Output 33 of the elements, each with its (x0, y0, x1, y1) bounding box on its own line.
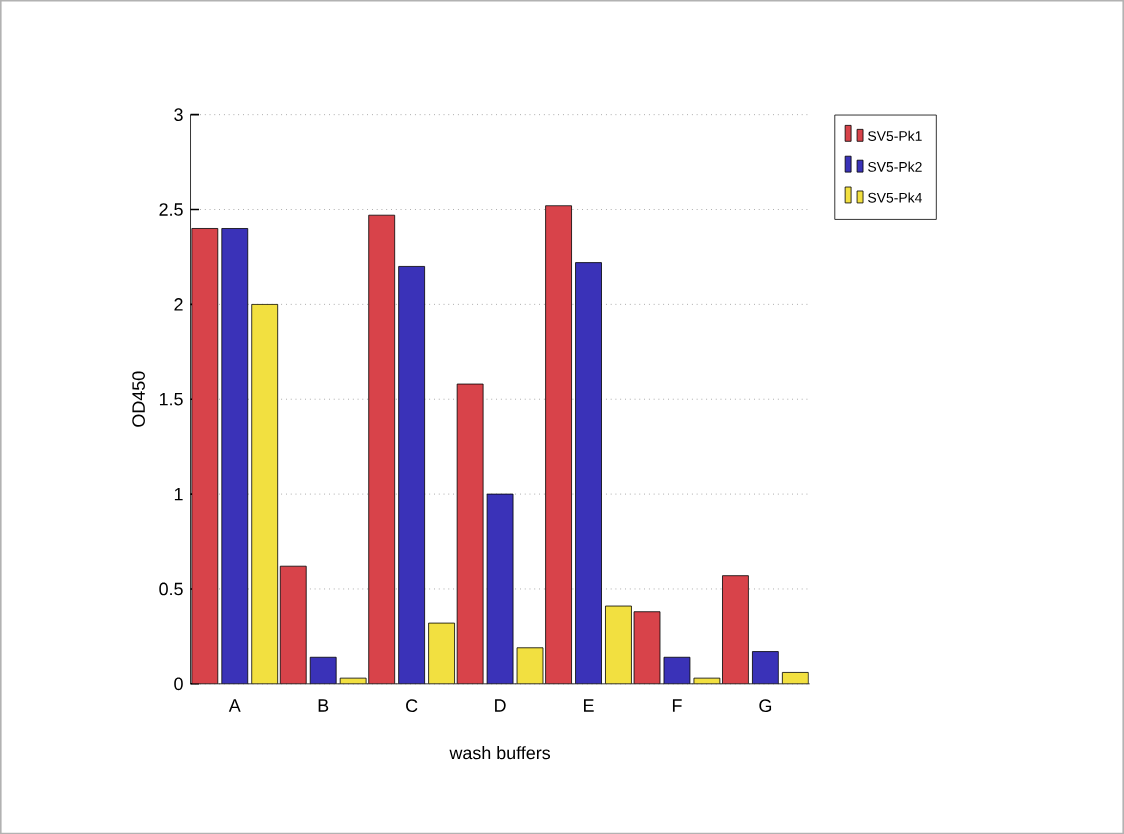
bar (280, 566, 307, 684)
y-axis-title: OD450 (132, 371, 145, 427)
bar (310, 657, 337, 684)
y-tick-label: 1 (174, 487, 183, 501)
bar (605, 605, 632, 684)
y-tick-label: 2 (174, 297, 183, 311)
x-tick-label: B (318, 699, 329, 712)
bar (457, 383, 484, 684)
x-tick-label: E (584, 699, 594, 712)
x-tick-label: A (228, 699, 241, 712)
x-tick-label: G (759, 699, 772, 712)
bar (191, 228, 218, 684)
y-tick-label: 1.5 (159, 392, 183, 406)
y-tick-label: 3 (174, 108, 183, 121)
x-tick-label: C (406, 699, 418, 712)
bar (634, 611, 661, 684)
bar (398, 266, 425, 684)
bar (487, 493, 514, 684)
y-tick-label: 2.5 (159, 202, 183, 216)
bar (221, 228, 248, 684)
bar (428, 622, 455, 684)
x-tick-label: D (495, 699, 506, 712)
bar (517, 647, 544, 684)
x-tick-label: F (672, 699, 682, 712)
y-tick-label: 0.5 (159, 582, 183, 596)
y-tick-label: 0 (174, 677, 183, 690)
bar (368, 215, 395, 684)
bar (251, 304, 278, 684)
x-axis-title: wash buffers (449, 745, 551, 760)
bar (752, 650, 779, 684)
bar (575, 262, 602, 684)
bar (722, 575, 749, 684)
bar (545, 205, 572, 684)
